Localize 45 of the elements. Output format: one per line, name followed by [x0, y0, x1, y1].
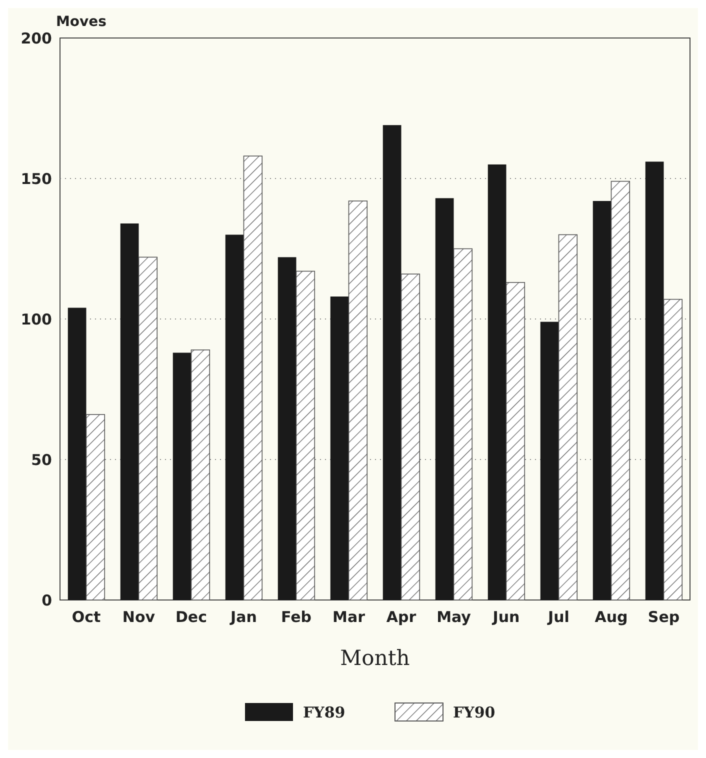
x-tick-label: Nov: [122, 608, 156, 626]
y-tick-label: 100: [20, 310, 52, 328]
bar: [435, 198, 454, 600]
bar: [190, 350, 210, 600]
x-tick-label: Jul: [547, 608, 570, 626]
bar: [382, 125, 402, 600]
x-tick-label: Jun: [492, 608, 520, 626]
bar: [348, 200, 368, 600]
bar: [592, 200, 612, 600]
bar: [120, 223, 139, 600]
bar: [138, 256, 158, 600]
x-axis-title: Month: [340, 646, 410, 670]
legend-label: FY89: [303, 703, 346, 722]
bar: [86, 414, 106, 600]
y-tick-label: 150: [20, 170, 52, 188]
bar: [330, 296, 349, 600]
bar: [645, 162, 664, 600]
bar: [296, 270, 316, 600]
bar: [278, 257, 296, 600]
x-tick-label: Aug: [594, 608, 628, 626]
bar: [558, 234, 578, 600]
y-tick-label: 50: [31, 450, 52, 469]
x-tick-label: Jan: [230, 608, 257, 626]
bar: [225, 234, 244, 600]
bar: [243, 156, 263, 600]
x-tick-label: Dec: [175, 608, 208, 626]
bar: [610, 180, 630, 600]
x-tick-label: Sep: [648, 608, 680, 626]
x-tick-label: May: [436, 608, 472, 626]
bar: [400, 274, 420, 600]
x-tick-label: Mar: [332, 608, 366, 626]
bar: [540, 322, 559, 600]
x-tick-label: Feb: [280, 608, 312, 626]
y-axis-title: Moves: [56, 14, 107, 30]
bar: [172, 352, 192, 600]
bar: [663, 298, 683, 600]
legend-label: FY90: [453, 703, 496, 722]
y-tick-label: 0: [42, 591, 52, 610]
x-tick-label: Apr: [386, 608, 417, 626]
bar: [488, 164, 506, 600]
x-tick-label: Oct: [72, 608, 101, 626]
bar: [506, 282, 526, 600]
y-tick-label: 200: [20, 29, 52, 48]
bar: [68, 308, 86, 600]
bar: [453, 248, 473, 600]
